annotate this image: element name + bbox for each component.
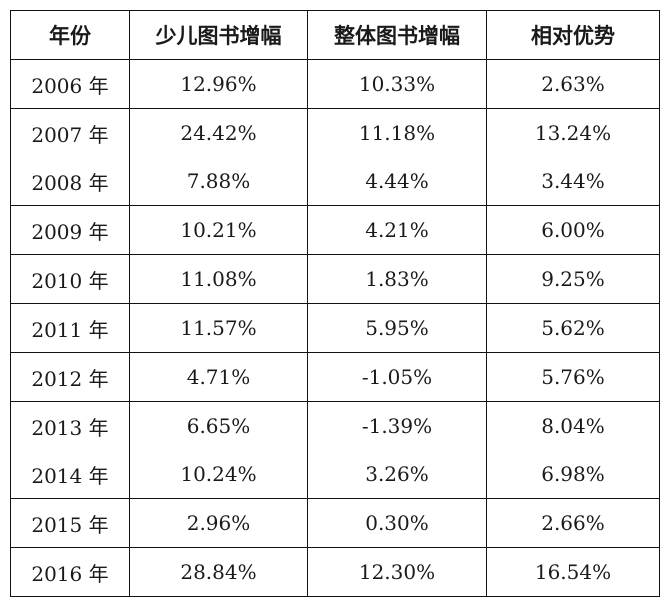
cell-overall-growth: 11.18% <box>307 108 487 157</box>
table-row: 2015 年 2.96% 0.30% 2.66% <box>10 498 660 548</box>
header-row: 年份 少儿图书增幅 整体图书增幅 相对优势 <box>10 10 660 60</box>
table-row: 2007 年 24.42% 11.18% 13.24% <box>10 108 660 157</box>
cell-relative-advantage: 13.24% <box>486 108 660 157</box>
cell-children-growth: 6.65% <box>129 401 308 450</box>
cell-overall-growth: -1.05% <box>307 352 487 402</box>
cell-relative-advantage: 2.66% <box>486 498 660 548</box>
cell-year: 2008 年 <box>10 157 130 206</box>
cell-year: 2011 年 <box>10 303 130 353</box>
cell-year: 2007 年 <box>10 108 130 157</box>
cell-year: 2013 年 <box>10 401 130 450</box>
cell-year: 2016 年 <box>10 547 130 597</box>
table-row: 2014 年 10.24% 3.26% 6.98% <box>10 450 660 499</box>
growth-table-container: 年份 少儿图书增幅 整体图书增幅 相对优势 2006 年 12.96% 10.3… <box>10 10 660 597</box>
header-year: 年份 <box>10 10 130 60</box>
cell-year: 2006 年 <box>10 59 130 109</box>
table-row: 2009 年 10.21% 4.21% 6.00% <box>10 205 660 255</box>
table-row: 2016 年 28.84% 12.30% 16.54% <box>10 547 660 597</box>
cell-relative-advantage: 5.76% <box>486 352 660 402</box>
cell-relative-advantage: 6.00% <box>486 205 660 255</box>
cell-children-growth: 11.08% <box>129 254 308 304</box>
cell-relative-advantage: 8.04% <box>486 401 660 450</box>
cell-children-growth: 10.24% <box>129 450 308 499</box>
cell-year: 2014 年 <box>10 450 130 499</box>
table-row: 2006 年 12.96% 10.33% 2.63% <box>10 59 660 109</box>
cell-overall-growth: 0.30% <box>307 498 487 548</box>
book-growth-table: 年份 少儿图书增幅 整体图书增幅 相对优势 2006 年 12.96% 10.3… <box>10 10 660 597</box>
header-children-growth: 少儿图书增幅 <box>129 10 308 60</box>
cell-children-growth: 7.88% <box>129 157 308 206</box>
table-row: 2013 年 6.65% -1.39% 8.04% <box>10 401 660 450</box>
cell-children-growth: 12.96% <box>129 59 308 109</box>
cell-overall-growth: 12.30% <box>307 547 487 597</box>
header-overall-growth: 整体图书增幅 <box>307 10 487 60</box>
cell-year: 2010 年 <box>10 254 130 304</box>
cell-children-growth: 11.57% <box>129 303 308 353</box>
cell-overall-growth: 4.21% <box>307 205 487 255</box>
table-row: 2010 年 11.08% 1.83% 9.25% <box>10 254 660 304</box>
cell-overall-growth: -1.39% <box>307 401 487 450</box>
cell-relative-advantage: 5.62% <box>486 303 660 353</box>
table-row: 2011 年 11.57% 5.95% 5.62% <box>10 303 660 353</box>
cell-relative-advantage: 9.25% <box>486 254 660 304</box>
table-row: 2008 年 7.88% 4.44% 3.44% <box>10 157 660 206</box>
cell-overall-growth: 5.95% <box>307 303 487 353</box>
cell-year: 2009 年 <box>10 205 130 255</box>
header-relative-advantage: 相对优势 <box>486 10 660 60</box>
cell-year: 2015 年 <box>10 498 130 548</box>
cell-relative-advantage: 3.44% <box>486 157 660 206</box>
cell-relative-advantage: 16.54% <box>486 547 660 597</box>
cell-year: 2012 年 <box>10 352 130 402</box>
cell-overall-growth: 10.33% <box>307 59 487 109</box>
cell-children-growth: 10.21% <box>129 205 308 255</box>
cell-overall-growth: 1.83% <box>307 254 487 304</box>
cell-children-growth: 24.42% <box>129 108 308 157</box>
cell-relative-advantage: 2.63% <box>486 59 660 109</box>
cell-children-growth: 28.84% <box>129 547 308 597</box>
cell-overall-growth: 4.44% <box>307 157 487 206</box>
cell-relative-advantage: 6.98% <box>486 450 660 499</box>
cell-children-growth: 4.71% <box>129 352 308 402</box>
cell-children-growth: 2.96% <box>129 498 308 548</box>
table-row: 2012 年 4.71% -1.05% 5.76% <box>10 352 660 402</box>
cell-overall-growth: 3.26% <box>307 450 487 499</box>
